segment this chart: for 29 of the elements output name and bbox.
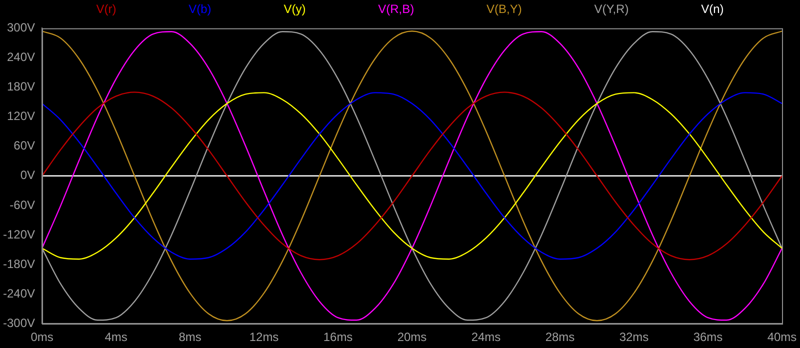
y-tick-label: -180V [2,256,36,271]
x-tick-label: 20ms [397,330,427,344]
y-tick-label: -300V [2,316,36,330]
text: V(y) [284,2,306,18]
y-tick-label: 0V [20,168,36,182]
x-tick-label: 36ms [693,330,723,344]
x-tick-label: 40ms [767,330,797,344]
y-tick-label: 240V [6,50,36,64]
x-tick-label: 32ms [619,330,649,344]
text: V(n) [701,2,724,18]
text: V(B,Y) [486,2,522,18]
text: V(r) [96,2,116,18]
text: V(b) [188,2,212,18]
y-tick-label: 180V [6,80,36,94]
y-tick-label: -60V [10,198,36,212]
x-tick-label: 8ms [178,330,202,344]
x-tick-label: 16ms [323,330,353,344]
y-tick-label: 60V [14,138,36,153]
x-tick-label: 28ms [545,330,575,344]
x-tick-label: 24ms [471,330,501,344]
x-tick-label: 4ms [104,330,128,344]
y-tick-label: -120V [2,227,36,242]
y-tick-label: -240V [2,286,36,300]
y-tick-label: 120V [6,109,36,124]
x-tick-label: 12ms [249,330,279,344]
text: V(Y,R) [594,2,629,18]
y-tick-label: 300V [6,20,36,35]
text: V(R,B) [378,2,414,18]
x-tick-label: 0ms [30,330,54,344]
